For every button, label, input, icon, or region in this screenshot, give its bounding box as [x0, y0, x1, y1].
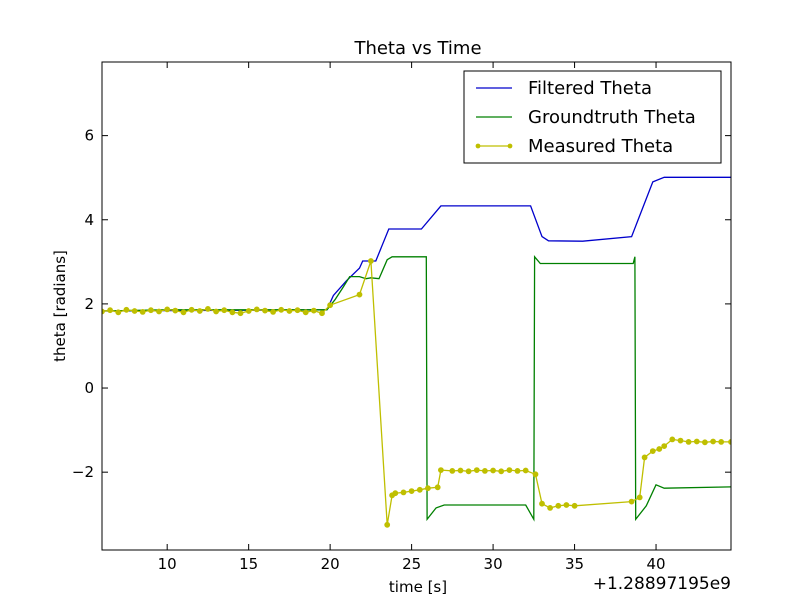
series-2-point [506, 467, 513, 474]
series-2-point [685, 439, 692, 445]
series-2-point [532, 471, 539, 478]
series-2-point [677, 437, 684, 444]
series-line-1 [102, 255, 731, 522]
series-2-point [669, 436, 676, 443]
ticks-layer: 10 15 20 25 30 35 40 −2 0 2 4 6 [72, 62, 731, 573]
series-2-point [356, 291, 363, 298]
series-2-point [649, 448, 656, 455]
series-2-point [148, 307, 154, 314]
series-2-point [156, 308, 162, 315]
series-2-point [465, 468, 472, 475]
legend-marker [507, 143, 513, 149]
y-axis-label: theta [radians] [51, 250, 69, 362]
series-2-point [490, 467, 497, 474]
x-tick-label: 10 [158, 555, 177, 573]
y-tick-label: 4 [84, 211, 94, 229]
series-2-point [286, 308, 293, 314]
series-2-point [710, 438, 716, 445]
series-2-point [555, 502, 562, 509]
series-2-point [294, 307, 301, 314]
series-2-point [408, 488, 415, 495]
series-2-point [628, 498, 635, 505]
series-2-point [237, 310, 244, 317]
series-2-point [702, 439, 708, 446]
series-2-point [123, 306, 130, 313]
series-2-point [253, 306, 260, 313]
series-2-point [434, 484, 441, 491]
x-tick-label: 40 [646, 555, 665, 573]
series-2-point [522, 467, 529, 474]
series-2-point [164, 306, 171, 313]
y-tick-label: 6 [84, 127, 94, 145]
series-2-point [693, 438, 700, 445]
x-tick-label: 20 [321, 555, 340, 573]
series-2-point [636, 494, 643, 501]
series-2-point [213, 308, 220, 315]
x-tick-label: 35 [565, 555, 584, 573]
series-2-point [221, 307, 228, 314]
series-2-point [172, 307, 179, 314]
legend: Filtered Theta Groundtruth Theta Measured … [463, 70, 722, 164]
x-tick-label: 30 [484, 555, 503, 573]
series-2-point [392, 490, 399, 497]
series-2-point [400, 489, 407, 496]
series-layer [102, 176, 731, 528]
series-2-point [641, 454, 648, 461]
series-2-point [482, 468, 488, 474]
series-2-point [457, 467, 464, 474]
series-2-point [718, 439, 725, 445]
series-2-point [327, 302, 334, 309]
series-2-point [319, 310, 325, 317]
y-tick-label: 0 [84, 379, 94, 397]
series-line-2 [102, 260, 731, 525]
series-2-point [438, 467, 444, 474]
x-tick-label: 25 [402, 555, 421, 573]
series-2-point [180, 309, 187, 316]
series-2-point [196, 308, 203, 314]
legend-label-0: Filtered Theta [528, 78, 652, 99]
series-2-point [107, 307, 113, 314]
series-2-point [416, 486, 423, 493]
series-2-point [514, 468, 521, 474]
series-2-point [262, 307, 268, 314]
plot-frame [101, 61, 732, 551]
y-tick-label: −2 [72, 463, 94, 481]
series-2-point [278, 306, 285, 313]
x-axis-label: time [s] [389, 578, 447, 596]
series-2-point [131, 308, 138, 314]
series-line-0 [102, 176, 731, 312]
x-axis-offset-label: +1.28897195e9 [593, 574, 731, 594]
series-2-point [102, 308, 105, 315]
legend-label-1: Groundtruth Theta [528, 107, 696, 128]
series-2-point [547, 505, 553, 511]
x-tick-label: 15 [239, 555, 258, 573]
series-2-point [384, 521, 391, 528]
series-2-point [229, 309, 236, 316]
series-2-point [661, 443, 668, 450]
series-2-point [188, 306, 195, 313]
legend-label-2: Measured Theta [528, 136, 673, 157]
series-2-point [473, 467, 480, 474]
series-2-point [539, 500, 545, 507]
series-2-point [205, 306, 211, 312]
series-2-point [425, 485, 431, 492]
series-2-point [571, 502, 578, 509]
legend-marker [475, 143, 481, 149]
series-2-point [115, 309, 122, 316]
series-2-point [245, 308, 252, 314]
series-2-point [302, 309, 309, 316]
series-2-point [270, 309, 277, 315]
y-tick-label: 2 [84, 295, 94, 313]
series-2-point [449, 468, 456, 474]
series-2-point [139, 309, 146, 315]
series-2-point [368, 258, 374, 264]
series-2-point [310, 307, 317, 314]
chart-title: Theta vs Time [353, 38, 481, 59]
series-2-point [498, 468, 505, 475]
series-2-point [656, 446, 663, 452]
series-2-point [563, 502, 570, 508]
